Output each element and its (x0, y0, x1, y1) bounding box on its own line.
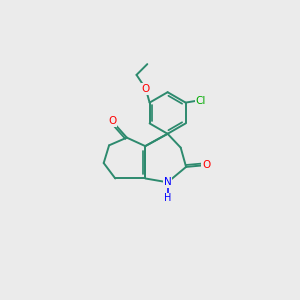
Text: Cl: Cl (196, 96, 206, 106)
Text: O: O (108, 116, 116, 126)
Text: H: H (164, 194, 171, 203)
Text: N: N (164, 177, 172, 187)
Text: O: O (202, 160, 210, 170)
Text: O: O (142, 84, 150, 94)
